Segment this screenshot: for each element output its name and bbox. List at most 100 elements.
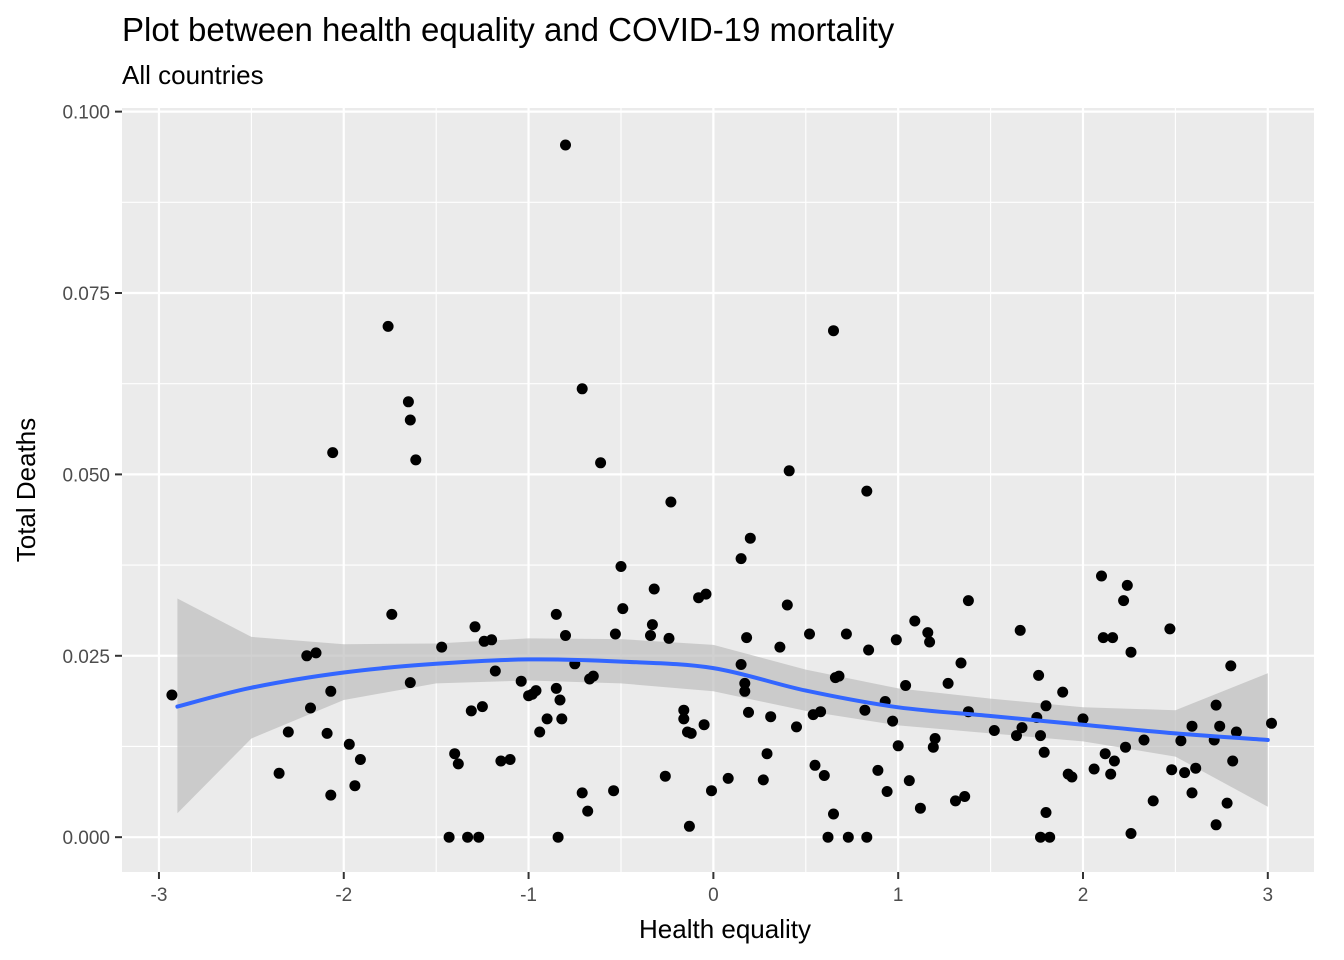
data-point — [1097, 632, 1109, 644]
data-point — [1225, 660, 1237, 672]
data-point — [815, 706, 827, 718]
data-point — [735, 659, 747, 670]
data-point — [761, 748, 773, 760]
data-point — [872, 764, 884, 776]
data-point — [861, 831, 873, 843]
data-point — [722, 772, 734, 784]
y-tick-label: 0.100 — [62, 103, 110, 124]
data-point — [560, 630, 571, 641]
smooth-line-layer — [175, 657, 1270, 742]
data-point — [534, 726, 546, 738]
data-point — [325, 789, 337, 801]
data-point — [541, 713, 553, 725]
data-point — [1088, 763, 1100, 775]
data-point — [822, 831, 834, 843]
data-point — [1138, 734, 1150, 746]
y-tick-label: 0.025 — [62, 647, 110, 668]
data-point — [1214, 720, 1226, 732]
data-point — [349, 780, 361, 792]
data-point — [1105, 768, 1117, 780]
data-point — [443, 831, 455, 843]
data-point — [818, 770, 830, 781]
data-point — [744, 532, 756, 544]
data-point — [765, 711, 777, 723]
data-point — [327, 447, 339, 459]
data-point — [903, 775, 915, 787]
data-point — [436, 641, 448, 653]
data-point — [1077, 713, 1089, 725]
data-point — [881, 786, 893, 797]
confidence-band — [177, 598, 1268, 814]
data-point — [828, 808, 839, 820]
data-point — [1040, 807, 1052, 818]
data-point — [1040, 700, 1052, 712]
data-point — [476, 701, 488, 713]
data-point — [1118, 595, 1130, 607]
data-point — [595, 457, 607, 469]
data-point — [683, 820, 695, 832]
data-point — [959, 791, 971, 802]
data-point — [576, 383, 588, 395]
data-point — [809, 759, 821, 771]
data-point — [663, 632, 675, 644]
data-point — [1179, 767, 1191, 779]
data-point — [1011, 730, 1022, 742]
data-point — [739, 677, 751, 689]
data-point — [386, 608, 398, 620]
data-point — [900, 680, 912, 691]
data-point — [1107, 632, 1119, 644]
data-point — [587, 670, 599, 682]
data-point — [1120, 741, 1131, 753]
data-point — [1186, 720, 1198, 732]
data-point — [305, 702, 316, 714]
data-point — [706, 785, 717, 797]
data-point — [1190, 762, 1202, 774]
x-tick-label: 3 — [1263, 885, 1274, 906]
data-point — [608, 785, 620, 797]
data-point — [1035, 730, 1046, 742]
data-point — [1164, 623, 1176, 635]
data-point — [890, 634, 902, 646]
x-tick-label: 2 — [1078, 885, 1089, 906]
data-point — [678, 704, 690, 716]
data-point — [1230, 726, 1242, 738]
data-point — [781, 599, 793, 611]
data-point — [1014, 624, 1026, 636]
data-point — [273, 767, 285, 779]
data-point — [550, 608, 562, 620]
data-point — [791, 721, 802, 733]
data-point — [321, 727, 333, 739]
data-point — [166, 689, 178, 701]
chart-title: Plot between health equality and COVID-1… — [122, 11, 895, 48]
data-point — [554, 694, 566, 706]
data-point — [962, 595, 974, 607]
data-point — [354, 754, 366, 765]
data-point — [859, 704, 871, 716]
data-point — [828, 325, 839, 337]
smooth-line — [175, 657, 1270, 742]
data-point — [489, 665, 501, 677]
data-point — [922, 627, 934, 639]
data-point — [1227, 755, 1239, 767]
data-point — [609, 628, 621, 640]
data-point — [404, 414, 416, 426]
data-point — [645, 630, 656, 641]
data-point — [1016, 722, 1028, 734]
data-point — [842, 831, 854, 843]
data-point — [382, 320, 394, 332]
data-point — [914, 802, 926, 814]
x-axis: -3 -2 -1 0 1 2 3 — [151, 872, 1274, 906]
data-point — [927, 741, 939, 753]
y-axis-title: Total Deaths — [11, 418, 41, 563]
x-tick-label: 1 — [893, 885, 904, 906]
confidence-band-layer — [177, 598, 1268, 814]
data-point — [1210, 699, 1222, 711]
data-point — [757, 774, 769, 786]
y-tick-label: 0.000 — [62, 828, 110, 849]
data-point — [665, 496, 677, 508]
data-point — [552, 831, 564, 843]
data-point — [924, 636, 936, 648]
plot-panel — [122, 108, 1314, 872]
data-point — [929, 733, 941, 744]
chart-subtitle: All countries — [122, 60, 264, 90]
